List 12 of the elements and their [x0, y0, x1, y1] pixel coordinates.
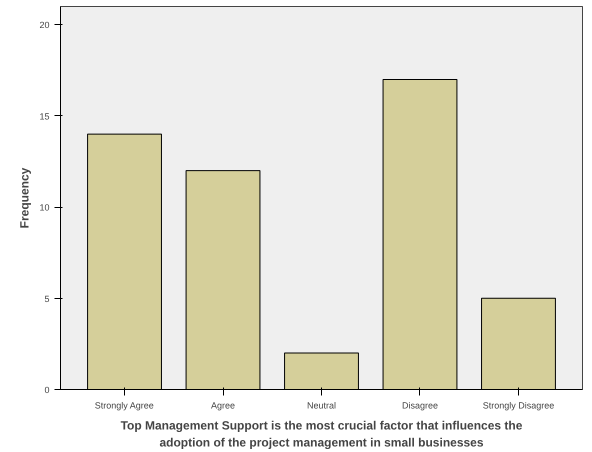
x-tick-label: Neutral: [306, 400, 336, 410]
x-tick-label: Agree: [211, 400, 236, 410]
y-tick-label: 5: [44, 294, 50, 304]
y-tick-label: 0: [44, 385, 50, 395]
y-tick-label: 15: [39, 111, 50, 122]
y-tick-label: 20: [39, 20, 50, 30]
x-tick-label: Strongly Disagree: [482, 400, 554, 410]
x-tick-label: Strongly Agree: [94, 400, 154, 410]
y-axis-title: Frequency: [17, 167, 32, 228]
x-tick-label: Disagree: [402, 400, 438, 410]
y-tick-label: 10: [39, 202, 50, 213]
x-axis-title: Top Management Support is the most crucial factor that influences the adoption of the project management in small businesses: [120, 418, 523, 450]
